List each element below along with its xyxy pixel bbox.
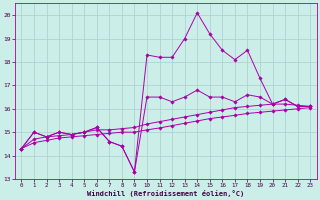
X-axis label: Windchill (Refroidissement éolien,°C): Windchill (Refroidissement éolien,°C) bbox=[87, 190, 244, 197]
